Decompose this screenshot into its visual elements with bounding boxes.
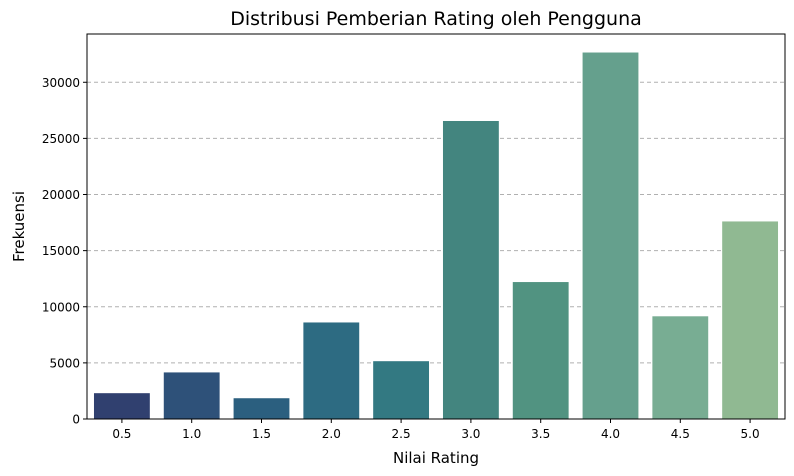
plot-frame (86, 33, 786, 420)
bar-4.5 (652, 316, 709, 419)
y-tick-label-5: 25000 (42, 132, 80, 146)
x-tick-label-0.5: 0.5 (112, 427, 131, 441)
x-tick-label-1.0: 1.0 (182, 427, 201, 441)
bar-2.0 (303, 322, 360, 419)
x-tick-label-3.0: 3.0 (461, 427, 480, 441)
x-tick-label-1.5: 1.5 (252, 427, 271, 441)
bar-3.0 (442, 120, 499, 419)
x-tick-label-2.5: 2.5 (392, 427, 411, 441)
y-tick-label-4: 20000 (42, 188, 80, 202)
bar-4.0 (582, 52, 639, 419)
y-tick-label-6: 30000 (42, 76, 80, 90)
x-tick-label-5.0: 5.0 (741, 427, 760, 441)
bar-5.0 (722, 221, 779, 419)
bars (93, 52, 779, 419)
y-axis-label: Frekuensi (10, 191, 28, 262)
x-axis-label: Nilai Rating (393, 449, 479, 467)
y-tick-label-3: 15000 (42, 244, 80, 258)
y-tick-label-2: 10000 (42, 300, 80, 314)
x-tick-label-2.0: 2.0 (322, 427, 341, 441)
bar-1.5 (233, 398, 290, 419)
x-tick-label-3.5: 3.5 (531, 427, 550, 441)
bar-3.5 (512, 282, 569, 419)
x-axis-ticks: 0.5 1.0 1.5 2.0 2.5 3.0 3.5 4.0 4.5 5.0 (112, 419, 760, 441)
bar-2.5 (373, 361, 430, 419)
y-tick-label-1: 5000 (49, 356, 80, 370)
chart-title: Distribusi Pemberian Rating oleh Penggun… (230, 8, 642, 30)
bar-1.0 (163, 372, 220, 419)
x-tick-label-4.0: 4.0 (601, 427, 620, 441)
bar-0.5 (93, 393, 150, 419)
y-tick-label-0: 0 (72, 413, 80, 427)
x-tick-label-4.5: 4.5 (671, 427, 690, 441)
y-axis-ticks: 0 5000 10000 15000 20000 25000 30000 (42, 76, 87, 427)
